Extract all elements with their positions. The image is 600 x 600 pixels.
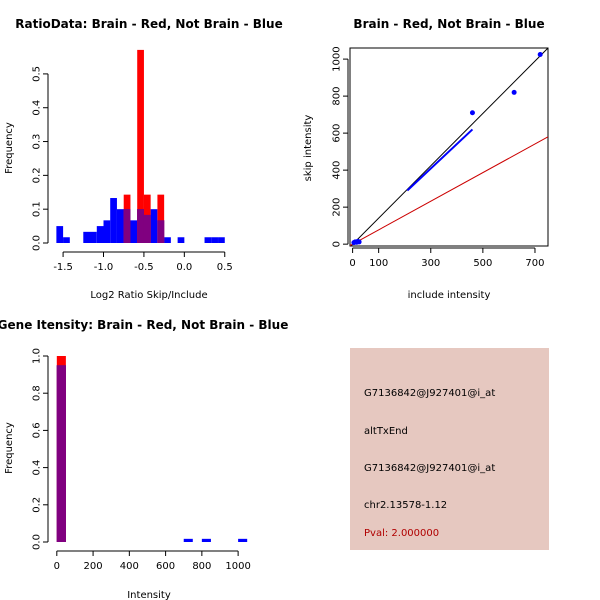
gene-x-tick-label: 400 (120, 561, 139, 572)
gene-y-tick-label: 0.2 (32, 497, 43, 513)
gene-bar-overlap (56, 365, 66, 542)
gene-y-tick-label: 0.6 (32, 422, 43, 438)
scatter-plot (350, 48, 548, 246)
scatter-xlabel: include intensity (408, 290, 491, 301)
ratio-bar-not-brain (218, 237, 225, 243)
ratio-y-tick-label: 0.1 (32, 201, 43, 217)
gene-y-tick-label: 0.4 (32, 460, 43, 476)
gene-title: Gene Itensity: Brain - Red, Not Brain - … (0, 318, 288, 332)
ratio-xlabel: Log2 Ratio Skip/Include (90, 290, 207, 301)
scatter-y-tick-label: 800 (332, 87, 343, 106)
gene-ylabel: Frequency (4, 422, 15, 474)
ratio-y-tick-label: 0.2 (32, 167, 43, 183)
ratio-bar-not-brain (204, 237, 212, 243)
scatter-line-identity (350, 48, 548, 246)
gene-x-tick-label: 1000 (225, 561, 250, 572)
info-panel: G7136842@J927401@i_at altTxEnd G7136842@… (350, 348, 549, 550)
gene-x-tick-label: 600 (156, 561, 175, 572)
scatter-point (469, 110, 475, 116)
gene-axes: 0 200 400 600 800 1000 0.0 0.2 0.4 0.6 0.8 1.0 (32, 348, 251, 572)
gene-bar-not-brain (238, 538, 248, 542)
scatter-panel: Brain - Red, Not Brain - Blue 0 100 300 500… (303, 17, 549, 301)
ratio-y-tick-label: 0.0 (32, 235, 43, 251)
ratio-x-tick-label: -0.5 (134, 262, 154, 273)
ratio-bar-not-brain (103, 220, 111, 243)
ratio-histogram-panel: RatioData: Brain - Red, Not Brain - Blue… (4, 17, 283, 301)
ratio-bar-overlap (123, 209, 131, 243)
gene-bar-not-brain (201, 538, 211, 542)
scatter-title: Brain - Red, Not Brain - Blue (353, 17, 544, 31)
ratio-y-tick-label: 0.5 (32, 66, 43, 82)
gene-x-tick-label: 800 (192, 561, 211, 572)
ratio-bar-not-brain (211, 237, 218, 243)
info-pval: Pval: 2.000000 (364, 528, 439, 539)
scatter-y-tick-label: 0 (332, 241, 343, 247)
scatter-x-tick-label: 100 (369, 258, 388, 269)
scatter-ylabel: skip intensity (303, 115, 314, 182)
ratio-bar-brain (157, 194, 165, 243)
ratio-bar-not-brain (130, 220, 138, 243)
ratio-y-tick-label: 0.4 (32, 100, 43, 116)
ratio-bar-not-brain (177, 237, 185, 243)
scatter-line-brain-fit (350, 136, 548, 246)
gene-x-tick-label: 0 (54, 561, 60, 572)
ratio-bar-not-brain (56, 226, 64, 243)
ratio-axes: -1.5 -1.0 -0.5 0.0 0.5 0.0 0.1 0.2 0.3 0.4 0.5 (32, 66, 233, 273)
info-background (350, 348, 549, 550)
ratio-bar-brain (137, 49, 144, 244)
gene-y-tick-label: 0.0 (32, 534, 43, 550)
info-line-location: chr2.13578-1.12 (364, 500, 447, 511)
scatter-x-tick-label: 300 (421, 258, 440, 269)
scatter-point (356, 239, 362, 245)
gene-xlabel: Intensity (127, 590, 171, 600)
scatter-x-tick-label: 0 (349, 258, 355, 269)
ratio-title: RatioData: Brain - Red, Not Brain - Blue (15, 17, 282, 31)
gene-bar-not-brain (183, 538, 193, 542)
gene-bars (56, 356, 248, 542)
ratio-x-tick-label: -1.5 (53, 262, 73, 273)
gene-histogram-panel: Gene Itensity: Brain - Red, Not Brain - … (0, 318, 288, 600)
scatter-x-tick-label: 700 (525, 258, 544, 269)
ratio-bar-not-brain (116, 209, 124, 243)
scatter-y-tick-label: 400 (332, 161, 343, 180)
scatter-frame (349, 47, 549, 247)
ratio-bar-not-brain (150, 209, 158, 243)
gene-y-tick-label: 1.0 (32, 348, 43, 364)
ratio-bar-not-brain (63, 237, 70, 243)
ratio-bar-overlap (143, 214, 151, 243)
ratio-bar-not-brain (83, 231, 91, 243)
gene-x-tick-label: 200 (84, 561, 103, 572)
ratio-x-tick-label: 0.0 (176, 262, 192, 273)
ratio-ylabel: Frequency (4, 122, 15, 174)
scatter-line-not-brain-fit (406, 128, 474, 192)
info-line-probe-2: G7136842@J927401@i_at (364, 463, 495, 474)
ratio-bar-overlap (137, 209, 144, 243)
gene-y-tick-label: 0.8 (32, 385, 43, 401)
scatter-point (537, 51, 543, 57)
ratio-bar-not-brain (90, 231, 97, 243)
info-line-event: altTxEnd (364, 426, 408, 437)
scatter-axes: 0 100 300 500 700 0 200 400 600 800 1000 (332, 46, 545, 269)
ratio-bar-not-brain (110, 198, 117, 243)
scatter-x-tick-label: 500 (473, 258, 492, 269)
scatter-y-tick-label: 1000 (332, 46, 343, 71)
ratio-bars (56, 49, 225, 244)
ratio-bar-overlap (157, 220, 165, 243)
ratio-bar-not-brain (164, 237, 171, 243)
ratio-x-tick-label: 0.5 (217, 262, 233, 273)
info-line-probe: G7136842@J927401@i_at (364, 388, 495, 399)
scatter-y-tick-label: 600 (332, 124, 343, 143)
scatter-y-tick-label: 200 (332, 198, 343, 217)
ratio-bar-not-brain (96, 226, 104, 243)
scatter-point (511, 89, 517, 95)
ratio-y-tick-label: 0.3 (32, 134, 43, 150)
ratio-x-tick-label: -1.0 (94, 262, 114, 273)
